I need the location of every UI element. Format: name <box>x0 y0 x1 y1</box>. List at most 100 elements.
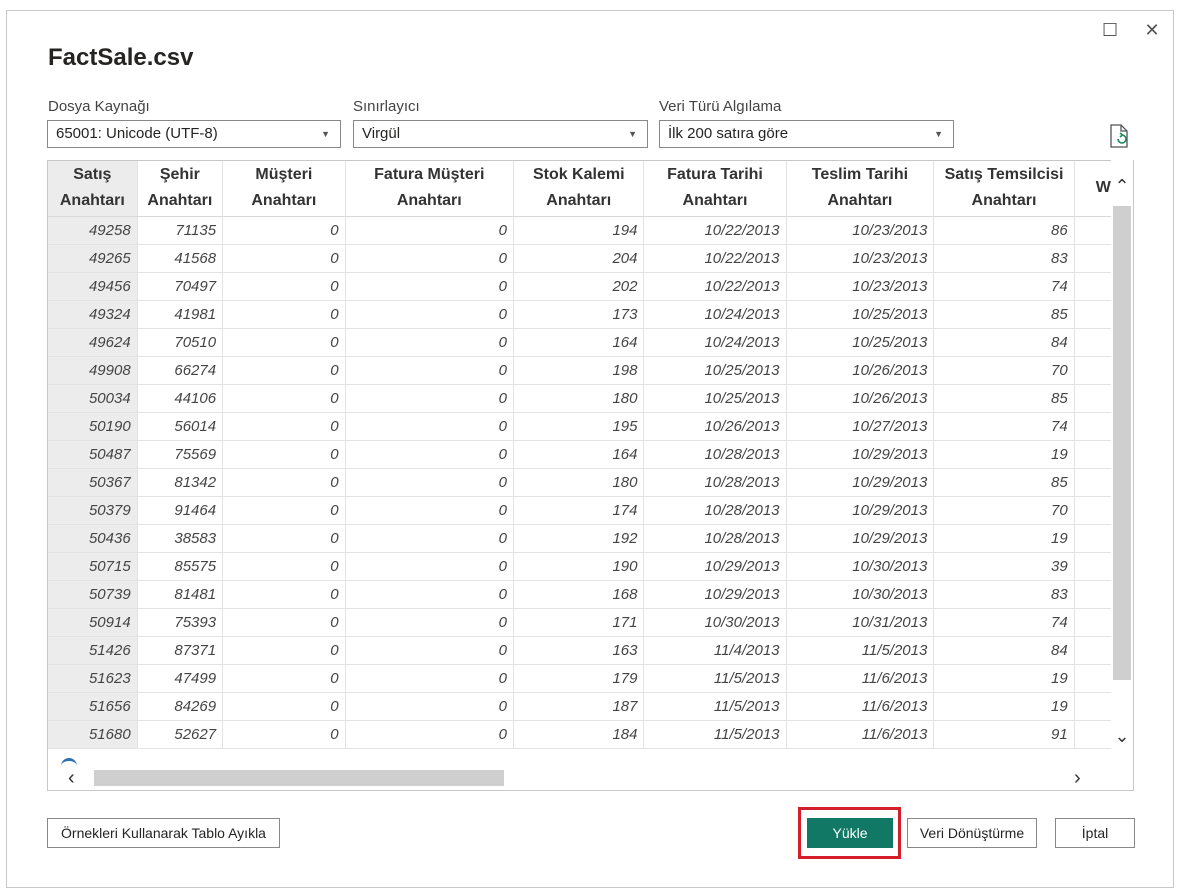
table-cell: 10/29/2013 <box>786 440 935 469</box>
table-cell: 84 <box>933 328 1075 357</box>
delimiter-select[interactable]: Virgül ▼ <box>353 120 648 148</box>
vertical-scroll-thumb[interactable] <box>1113 206 1131 680</box>
table-cell: 11/5/2013 <box>643 664 787 693</box>
horizontal-scroll-thumb[interactable] <box>94 770 504 786</box>
table-cell: 91464 <box>137 496 224 525</box>
table-cell: 10/30/2013 <box>786 552 935 581</box>
table-cell: 10/22/2013 <box>643 244 787 273</box>
table-cell: 49324 <box>48 300 138 329</box>
column-header-label: Stok Kalemi <box>532 166 625 184</box>
table-cell: 50487 <box>48 440 138 469</box>
column-header[interactable]: Fatura Müşteri Anahtarı <box>345 161 515 217</box>
table-row: 50436 38583 0 0 192 10/28/2013 10/29/2013 19 <box>48 524 1133 553</box>
table-cell: 84 <box>933 636 1075 665</box>
table-cell: 10/28/2013 <box>643 524 787 553</box>
column-header[interactable]: Teslim Tarihi Anahtarı <box>786 161 935 217</box>
table-cell: 71135 <box>137 216 224 245</box>
column-header-label: Fatura Tarihi <box>667 166 763 184</box>
close-icon[interactable]: ✕ <box>1144 20 1160 40</box>
vertical-scrollbar[interactable]: ⌃ ⌄ <box>1111 160 1133 750</box>
horizontal-scrollbar[interactable]: ‹ › <box>48 766 1110 790</box>
preview-grid[interactable]: Satış Anahtarı Şehir Anahtarı Müşteri Anahtar… <box>47 160 1134 791</box>
table-cell: 81481 <box>137 580 224 609</box>
table-cell: 10/28/2013 <box>643 496 787 525</box>
column-header-label: Müşteri <box>255 166 313 184</box>
table-cell: 74 <box>933 608 1075 637</box>
chevron-left-icon[interactable]: ‹ <box>68 767 75 789</box>
file-refresh-icon[interactable] <box>1108 124 1130 148</box>
column-header[interactable]: Fatura Tarihi Anahtarı <box>643 161 787 217</box>
column-header-label: Teslim Tarihi <box>811 166 909 184</box>
column-header[interactable]: Satış Temsilcisi Anahtarı <box>933 161 1075 217</box>
table-cell: 192 <box>513 524 645 553</box>
table-cell: 10/22/2013 <box>643 272 787 301</box>
table-cell: 0 <box>222 636 346 665</box>
table-row: 50739 81481 0 0 168 10/29/2013 10/30/2013 83 <box>48 580 1133 609</box>
table-cell: 10/23/2013 <box>786 216 935 245</box>
table-cell: 0 <box>345 384 515 413</box>
table-cell: 10/23/2013 <box>786 272 935 301</box>
table-cell: 75569 <box>137 440 224 469</box>
column-header[interactable]: Satış Anahtarı <box>48 161 138 217</box>
file-origin-label: Dosya Kaynağı <box>48 98 150 115</box>
table-cell: 174 <box>513 496 645 525</box>
column-header-label: Anahtarı <box>682 192 748 210</box>
column-header-label: W <box>1095 179 1111 197</box>
chevron-down-icon[interactable]: ⌄ <box>1114 726 1130 746</box>
table-cell: 0 <box>222 384 346 413</box>
table-cell: 0 <box>345 300 515 329</box>
column-header[interactable]: Müşteri Anahtarı <box>222 161 346 217</box>
file-origin-select[interactable]: 65001: Unicode (UTF-8) ▼ <box>47 120 341 148</box>
maximize-icon[interactable]: ☐ <box>1102 20 1119 40</box>
delimiter-value: Virgül <box>362 125 401 142</box>
loading-spinner-icon <box>61 758 77 769</box>
table-cell: 10/23/2013 <box>786 244 935 273</box>
transform-button[interactable]: Veri Dönüştürme <box>907 818 1037 848</box>
table-cell: 11/5/2013 <box>643 692 787 721</box>
table-cell: 171 <box>513 608 645 637</box>
column-header[interactable]: Stok Kalemi Anahtarı <box>513 161 645 217</box>
table-cell: 41981 <box>137 300 224 329</box>
table-cell: 0 <box>345 216 515 245</box>
table-cell: 0 <box>222 300 346 329</box>
table-cell: 50715 <box>48 552 138 581</box>
table-cell: 11/4/2013 <box>643 636 787 665</box>
table-cell: 10/24/2013 <box>643 300 787 329</box>
type-detection-select[interactable]: İlk 200 satıra göre ▼ <box>659 120 954 148</box>
table-cell: 11/6/2013 <box>786 692 935 721</box>
table-cell: 11/5/2013 <box>643 720 787 749</box>
table-cell: 0 <box>222 328 346 357</box>
table-cell: 75393 <box>137 608 224 637</box>
table-cell: 187 <box>513 692 645 721</box>
table-cell: 49258 <box>48 216 138 245</box>
table-cell: 10/27/2013 <box>786 412 935 441</box>
table-cell: 39 <box>933 552 1075 581</box>
table-cell: 164 <box>513 440 645 469</box>
table-cell: 194 <box>513 216 645 245</box>
table-cell: 195 <box>513 412 645 441</box>
table-cell: 179 <box>513 664 645 693</box>
table-cell: 10/26/2013 <box>786 384 935 413</box>
load-button[interactable]: Yükle <box>807 818 893 848</box>
column-header[interactable]: Şehir Anahtarı <box>137 161 224 217</box>
table-cell: 10/22/2013 <box>643 216 787 245</box>
table-cell: 0 <box>345 636 515 665</box>
table-cell: 70 <box>933 496 1075 525</box>
table-cell: 51426 <box>48 636 138 665</box>
table-cell: 11/6/2013 <box>786 664 935 693</box>
table-cell: 83 <box>933 244 1075 273</box>
table-cell: 0 <box>345 328 515 357</box>
table-cell: 190 <box>513 552 645 581</box>
table-cell: 198 <box>513 356 645 385</box>
table-cell: 0 <box>345 720 515 749</box>
table-row: 50715 85575 0 0 190 10/29/2013 10/30/2013 39 <box>48 552 1133 581</box>
table-row: 49265 41568 0 0 204 10/22/2013 10/23/2013 83 <box>48 244 1133 273</box>
extract-table-button[interactable]: Örnekleri Kullanarak Tablo Ayıkla <box>47 818 280 848</box>
chevron-up-icon[interactable]: ⌃ <box>1114 176 1130 196</box>
table-cell: 87371 <box>137 636 224 665</box>
table-cell: 0 <box>222 552 346 581</box>
table-row: 50367 81342 0 0 180 10/28/2013 10/29/2013 85 <box>48 468 1133 497</box>
chevron-right-icon[interactable]: › <box>1074 767 1081 789</box>
table-cell: 0 <box>345 412 515 441</box>
cancel-button[interactable]: İptal <box>1055 818 1135 848</box>
